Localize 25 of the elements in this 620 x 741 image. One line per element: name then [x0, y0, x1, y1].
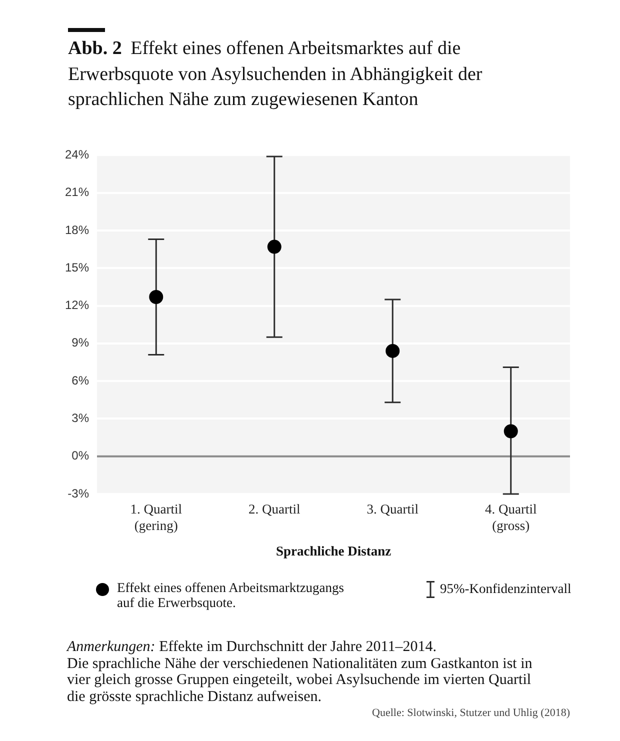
text: Die sprachliche Nähe der verschiedenen Nationalitäten zum Gastkanton ist in vier gleich grosse Gruppen eingeteilt, wobei Asylsuchende im vierten Quartil die grösste sprachliche Distanz aufweisen.	[67, 656, 534, 706]
y-tick-label: 3%	[72, 411, 90, 426]
x-tick-label: 4. Quartil (gross)	[485, 502, 537, 533]
y-tick-label: 18%	[64, 222, 90, 237]
y-tick-label: 0%	[72, 448, 90, 463]
y-tick-label: 21%	[64, 185, 90, 200]
point	[149, 290, 164, 304]
y-tick-label: 24%	[64, 148, 90, 162]
y-tick-label: 15%	[64, 260, 90, 274]
legend-label: Effekt eines offenen Arbeitsmarktzugangs auf die Erwerbsquote.	[117, 580, 345, 610]
point	[504, 424, 518, 438]
x-axis-title: Sprachliche Distanz	[276, 543, 392, 558]
point	[386, 344, 400, 358]
chart-title: Abb. 2 Effekt eines offenen Arbeitsmarktes auf die Erwerbsquote von Asylsuchenden in Abhängigkeit der sprachlichen Nähe zum zugewiesenen Kanton	[68, 37, 484, 112]
source-note: Quelle: Slotwinski, Stutzer und Uhlig (2018)	[372, 707, 570, 719]
text: Anmerkungen: Effekte im Durchschnitt der Jahre 2011–2014.	[67, 639, 438, 656]
y-tick-label: 12%	[64, 298, 90, 312]
x-tick-label: 2. Quartil	[248, 502, 300, 517]
y-tick-label: 6%	[72, 373, 90, 388]
y-tick-label: -3%	[68, 486, 90, 500]
point	[267, 240, 282, 254]
text: 95%-Konfidenzintervall	[440, 581, 572, 597]
x-tick-label: 1. Quartil (gering)	[130, 502, 182, 533]
y-tick-label: 9%	[72, 336, 90, 350]
x-tick-label: 3. Quartil	[366, 502, 419, 517]
